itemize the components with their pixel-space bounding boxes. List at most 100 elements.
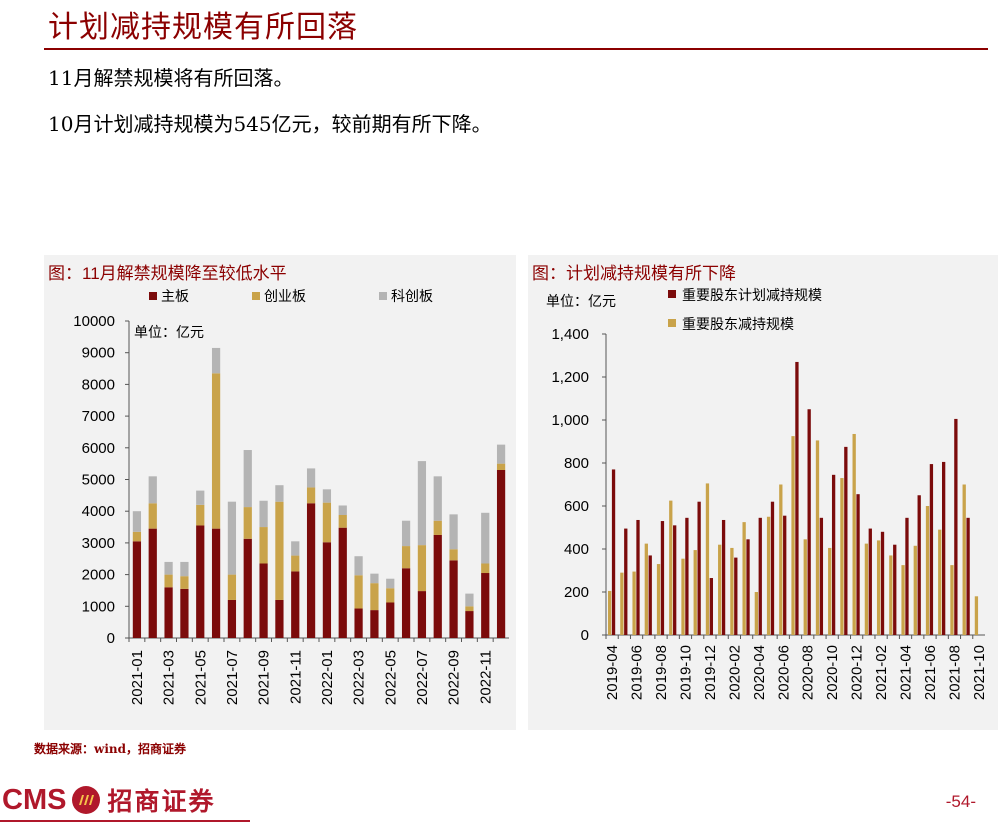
logo-underline [0, 820, 250, 822]
x-tick-label: 2021-07 [224, 650, 241, 705]
bar-重要股东计划减持规模 [685, 517, 689, 635]
bar-主板 [180, 588, 189, 638]
bar-重要股东减持规模 [742, 522, 746, 635]
x-tick-label: 2020-04 [751, 645, 768, 700]
bar-主板 [496, 469, 506, 638]
bar-创业板 [227, 574, 237, 600]
x-tick-label: 2020-02 [726, 645, 743, 700]
bar-重要股东计划减持规模 [648, 555, 652, 635]
bar-重要股东减持规模 [889, 555, 893, 635]
brand-logo: CMS 招商证券 [2, 780, 215, 820]
y-tick-label: 2000 [82, 567, 115, 584]
legend-label: 主板 [161, 288, 189, 304]
x-tick-label: 2021-04 [898, 645, 915, 700]
bar-创业板 [354, 575, 363, 609]
bar-创业板 [338, 515, 347, 528]
bar-重要股东减持规模 [693, 550, 697, 635]
bar-重要股东计划减持规模 [673, 525, 677, 635]
y-tick-label: 200 [564, 584, 589, 601]
bar-主板 [386, 602, 395, 638]
bar-重要股东计划减持规模 [795, 361, 799, 635]
bar-创业板 [417, 545, 427, 592]
bar-重要股东计划减持规模 [660, 521, 665, 635]
bar-创业板 [291, 555, 300, 572]
bar-主板 [227, 599, 237, 638]
y-tick-label: 600 [564, 498, 589, 515]
x-tick-label: 2022-05 [382, 650, 399, 705]
right-chart-title: 图：计划减持规模有所下降 [532, 264, 736, 283]
bar-科创板 [401, 520, 411, 547]
bar-重要股东计划减持规模 [734, 557, 738, 635]
legend-swatch [149, 292, 157, 300]
legend-label: 创业板 [264, 288, 306, 304]
y-tick-label: 0 [107, 630, 115, 647]
y-tick-label: 3000 [82, 535, 115, 552]
bar-创业板 [259, 527, 268, 564]
y-tick-label: 400 [564, 541, 589, 558]
bar-重要股东减持规模 [766, 516, 771, 635]
bar-科创板 [275, 485, 284, 502]
x-tick-label: 2022-09 [446, 650, 463, 705]
bar-重要股东计划减持规模 [929, 464, 934, 635]
bar-重要股东减持规模 [852, 433, 856, 635]
bar-科创板 [291, 541, 300, 556]
bar-主板 [306, 503, 316, 638]
bar-主板 [481, 573, 490, 638]
bar-重要股东计划减持规模 [819, 517, 824, 635]
bar-重要股东减持规模 [938, 529, 942, 635]
y-tick-label: 8000 [82, 376, 115, 393]
bar-科创板 [322, 489, 332, 503]
bar-创业板 [132, 531, 142, 542]
bar-科创板 [211, 347, 221, 374]
bar-重要股东减持规模 [974, 596, 979, 635]
bar-重要股东计划减持规模 [611, 469, 616, 635]
bar-重要股东减持规模 [950, 565, 954, 635]
bar-重要股东减持规模 [644, 543, 648, 635]
x-tick-label: 2022-01 [319, 650, 336, 705]
bar-主板 [338, 527, 347, 638]
bullet-2: 10月计划减持规模为545亿元，较前期有所下降。 [48, 112, 492, 136]
bar-重要股东减持规模 [718, 544, 722, 635]
bar-重要股东减持规模 [669, 500, 673, 635]
legend-swatch [252, 292, 260, 300]
bar-创业板 [496, 463, 506, 470]
bar-主板 [433, 534, 442, 638]
bar-重要股东计划减持规模 [868, 528, 872, 635]
bar-科创板 [496, 444, 506, 464]
y-tick-label: 800 [564, 455, 589, 472]
bar-重要股东计划减持规模 [697, 501, 701, 635]
legend-swatch [668, 319, 676, 327]
bar-科创板 [259, 500, 268, 528]
bar-创业板 [370, 583, 379, 611]
bar-主板 [322, 542, 332, 638]
bar-科创板 [132, 511, 142, 532]
y-tick-label: 6000 [82, 440, 115, 457]
legend-label: 重要股东计划减持规模 [682, 287, 822, 303]
bar-科创板 [306, 468, 316, 488]
bar-重要股东计划减持规模 [721, 519, 726, 635]
x-tick-label: 2019-10 [677, 645, 694, 700]
legend-label: 科创板 [391, 288, 433, 304]
bar-创业板 [465, 606, 474, 612]
bar-科创板 [338, 505, 347, 516]
x-tick-label: 2021-09 [256, 650, 273, 705]
left-chart-title: 图：11月解禁规模降至较低水平 [48, 264, 287, 283]
bar-重要股东减持规模 [681, 558, 685, 635]
bar-科创板 [148, 476, 157, 504]
bar-重要股东计划减持规模 [954, 418, 958, 635]
bar-重要股东计划减持规模 [746, 539, 750, 635]
bar-主板 [465, 611, 474, 638]
bar-主板 [370, 610, 379, 638]
bar-科创板 [354, 556, 363, 576]
bar-科创板 [196, 490, 205, 505]
bar-创业板 [386, 588, 395, 603]
logo-cn-text: 招商证券 [107, 787, 216, 816]
x-tick-label: 2021-06 [922, 645, 939, 700]
bar-重要股东减持规模 [656, 564, 661, 635]
bar-创业板 [211, 373, 221, 529]
bar-创业板 [196, 504, 205, 526]
bar-科创板 [481, 512, 490, 564]
right-chart-panel: 图：计划减持规模有所下降 0 200 400 600 800 1,000 1,200 1,40… [528, 255, 998, 730]
bar-科创板 [370, 573, 379, 584]
bar-重要股东计划减持规模 [941, 461, 946, 635]
